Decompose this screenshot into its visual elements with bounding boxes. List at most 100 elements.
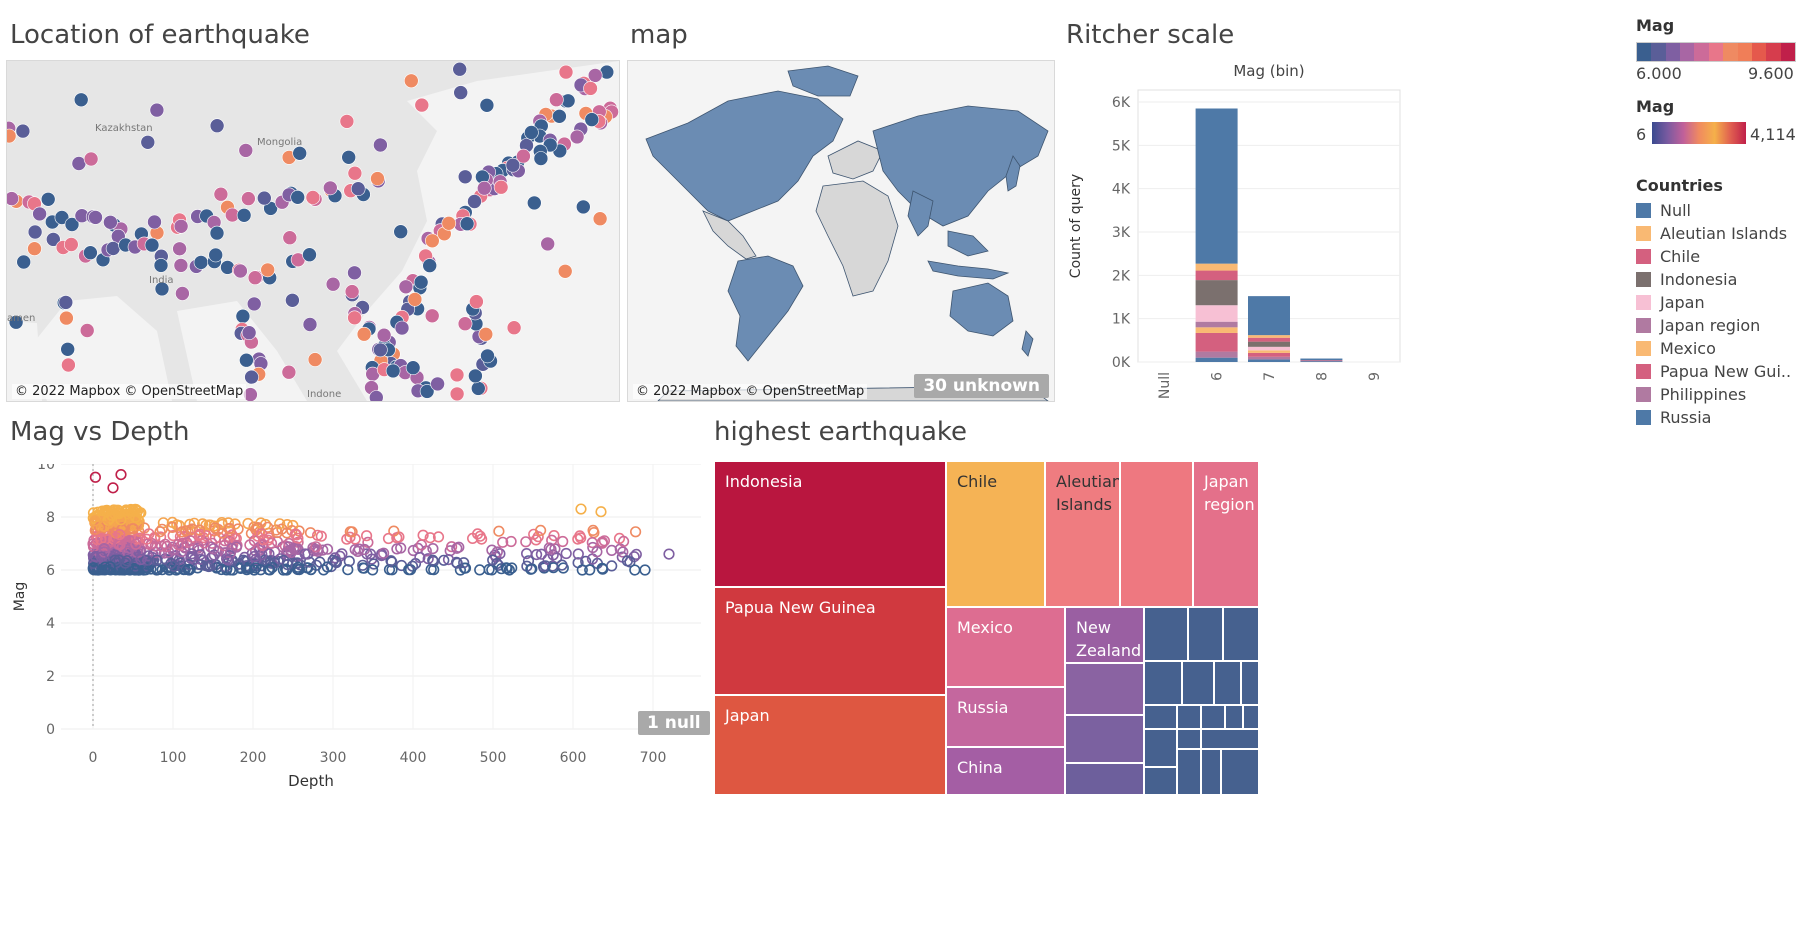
scatter-point[interactable] <box>595 506 607 518</box>
scatter-point[interactable] <box>378 547 390 559</box>
scatter-point[interactable] <box>362 536 374 548</box>
scatter-point[interactable] <box>248 564 260 576</box>
scatter-point[interactable] <box>491 546 503 558</box>
scatter-point[interactable] <box>130 511 142 523</box>
scatter-point[interactable] <box>395 559 408 572</box>
bar-segment[interactable] <box>1248 356 1290 360</box>
bar-segment[interactable] <box>1248 352 1290 357</box>
scatter-point[interactable] <box>226 529 238 541</box>
country-legend-item[interactable]: Aleutian Islands <box>1636 222 1787 244</box>
scatter-point[interactable] <box>438 554 450 566</box>
scatter-point[interactable] <box>119 557 131 569</box>
scatter-point[interactable] <box>385 555 397 567</box>
scatter-point[interactable] <box>222 554 234 566</box>
scatter-point[interactable] <box>276 523 288 535</box>
scatter-point[interactable] <box>330 555 342 567</box>
scatter-point[interactable] <box>403 564 415 576</box>
scatter-point[interactable] <box>467 532 479 544</box>
richter-bar-chart[interactable]: Mag (bin) 0K 1K 2K 3K 4K 5K 6K Count of query Nul… <box>1066 56 1406 406</box>
scatter-point[interactable] <box>624 556 636 568</box>
scatter-point[interactable] <box>317 544 329 556</box>
scatter-point[interactable] <box>451 557 463 569</box>
treemap-cell-small[interactable] <box>1221 749 1259 795</box>
scatter-point[interactable] <box>391 543 403 555</box>
scatter-point[interactable] <box>216 516 228 529</box>
scatter-point[interactable] <box>539 560 552 572</box>
scatter-point[interactable] <box>192 542 204 554</box>
treemap-cell-small[interactable] <box>1144 705 1177 729</box>
scatter-point[interactable] <box>474 530 486 542</box>
scatter-point[interactable] <box>543 542 555 554</box>
scatter-point[interactable] <box>591 546 603 558</box>
scatter-point[interactable] <box>165 557 177 570</box>
bar-segment[interactable] <box>1195 305 1238 322</box>
scatter-point[interactable] <box>506 562 518 574</box>
treemap-cell-small[interactable] <box>1177 729 1201 749</box>
scatter-point[interactable] <box>535 548 548 560</box>
bar-segment[interactable] <box>1248 335 1290 338</box>
scatter-point[interactable] <box>343 555 355 567</box>
scatter-point[interactable] <box>221 553 233 565</box>
scatter-point[interactable] <box>180 525 192 537</box>
scatter-point[interactable] <box>474 564 486 576</box>
scatter-point[interactable] <box>520 536 532 548</box>
unknown-badge[interactable]: 30 unknown <box>914 374 1049 398</box>
treemap-cell-small[interactable] <box>1144 607 1188 661</box>
treemap-cell-small[interactable] <box>1065 763 1144 795</box>
scatter-point[interactable] <box>98 546 110 558</box>
scatter-point[interactable] <box>459 562 472 574</box>
treemap-cell-small[interactable] <box>1201 729 1259 749</box>
bar-segment[interactable] <box>1248 346 1290 351</box>
country-legend-item[interactable]: Russia <box>1636 406 1711 428</box>
scatter-point[interactable] <box>629 526 642 538</box>
scatter-point[interactable] <box>95 551 108 563</box>
bar-segment[interactable] <box>1195 280 1238 306</box>
scatter-point[interactable] <box>248 550 260 563</box>
scatter-point[interactable] <box>262 521 274 533</box>
treemap-cell-aleutian[interactable]: Aleutian Islands <box>1045 461 1120 607</box>
treemap-cell-small[interactable] <box>1223 607 1259 661</box>
scatter-point[interactable] <box>352 545 364 557</box>
scatter-point[interactable] <box>342 564 354 576</box>
scatter-point[interactable] <box>575 503 587 515</box>
scatter-point[interactable] <box>242 517 254 530</box>
scatter-point[interactable] <box>309 543 321 555</box>
scatter-point[interactable] <box>127 562 140 575</box>
scatter-point[interactable] <box>203 560 215 573</box>
scatter-point[interactable] <box>574 530 586 542</box>
scatter-point[interactable] <box>113 528 126 541</box>
scatter-point[interactable] <box>89 471 101 483</box>
world-map-canvas[interactable] <box>628 61 1054 401</box>
treemap-cell-small[interactable] <box>1144 729 1177 767</box>
scatter-point[interactable] <box>161 540 173 553</box>
scatter-point[interactable] <box>305 563 317 575</box>
scatter-point[interactable] <box>560 547 572 560</box>
location-map-canvas[interactable]: Kazakhstan Mongolia India amen Indone <box>7 61 619 401</box>
scatter-point[interactable] <box>121 555 133 567</box>
scatter-point[interactable] <box>290 529 303 541</box>
scatter-point[interactable] <box>376 549 388 562</box>
treemap-cell-png[interactable]: Papua New Guinea <box>714 587 946 695</box>
bar-segment[interactable] <box>1195 270 1238 281</box>
bar-segment[interactable] <box>1248 350 1290 353</box>
treemap-cell-small[interactable] <box>1144 661 1182 705</box>
scatter-point[interactable] <box>209 522 221 534</box>
country-legend-item[interactable]: Mexico <box>1636 337 1716 359</box>
scatter-point[interactable] <box>596 562 608 574</box>
country-legend-item[interactable]: Japan region <box>1636 314 1760 336</box>
country-legend-item[interactable]: Japan <box>1636 291 1705 313</box>
scatter-point[interactable] <box>557 535 569 548</box>
scatter-point[interactable] <box>197 518 209 530</box>
bar-segment[interactable] <box>1248 296 1290 336</box>
scatter-point[interactable] <box>183 558 195 571</box>
scatter-point[interactable] <box>115 514 127 526</box>
scatter-point[interactable] <box>361 530 373 542</box>
scatter-point[interactable] <box>606 544 618 556</box>
scatter-point[interactable] <box>525 563 537 575</box>
scatter-point[interactable] <box>451 542 463 554</box>
scatter-point[interactable] <box>292 561 304 573</box>
scatter-point[interactable] <box>304 527 317 539</box>
treemap-cell-japan[interactable]: Japan <box>714 695 946 795</box>
bar-segment[interactable] <box>1248 341 1290 347</box>
